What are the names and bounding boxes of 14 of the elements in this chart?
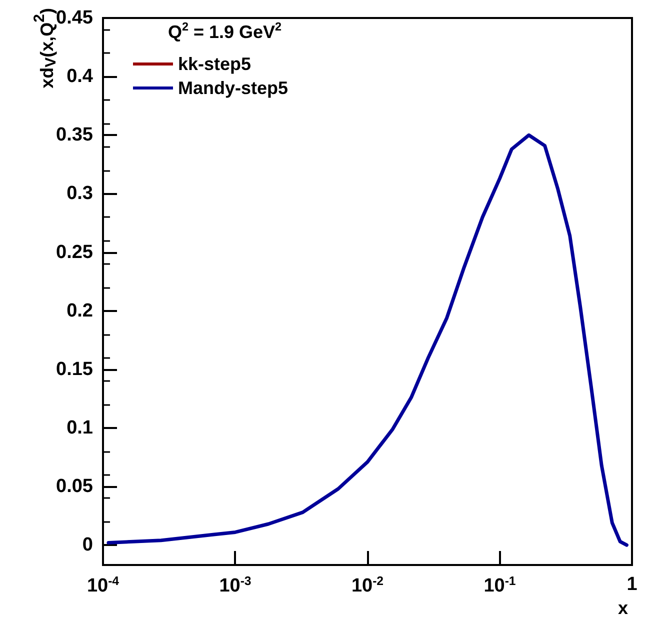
y-tick-label: 0.35 [56, 124, 94, 146]
y-tick-label: 0 [82, 534, 93, 556]
x-axis-title: x [618, 598, 628, 618]
y-tick-label: 0.05 [56, 476, 94, 498]
y-tick-label: 0.25 [56, 242, 94, 263]
y-tick-label: 0.2 [66, 300, 93, 322]
y-tick-label: 0.45 [56, 8, 94, 28]
y-tick-label: 0.1 [66, 417, 94, 438]
y-tick-label: 0.3 [66, 183, 93, 204]
x-tick-label: 1 [626, 574, 638, 595]
legend-label: Mandy-step5 [178, 78, 288, 98]
legend-label: kk-step5 [178, 54, 252, 74]
y-tick-label: 0.4 [66, 66, 94, 88]
y-tick-label: 0.15 [56, 358, 94, 380]
